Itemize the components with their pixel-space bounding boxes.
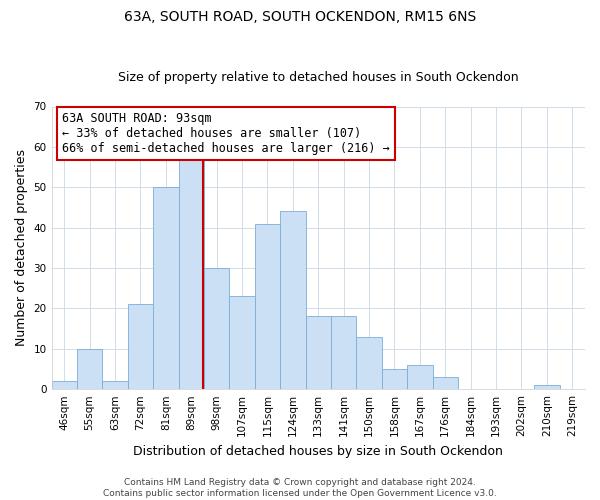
Text: 63A, SOUTH ROAD, SOUTH OCKENDON, RM15 6NS: 63A, SOUTH ROAD, SOUTH OCKENDON, RM15 6N… [124,10,476,24]
Bar [534,385,560,389]
Y-axis label: Number of detached properties: Number of detached properties [15,150,28,346]
Bar [407,365,433,389]
Bar [52,381,77,389]
Bar [433,377,458,389]
Bar [229,296,255,389]
Bar [103,381,128,389]
Bar [153,188,179,389]
Bar [356,336,382,389]
Bar [77,349,103,389]
Bar [305,316,331,389]
Bar [255,224,280,389]
Title: Size of property relative to detached houses in South Ockendon: Size of property relative to detached ho… [118,72,518,85]
Text: Contains HM Land Registry data © Crown copyright and database right 2024.
Contai: Contains HM Land Registry data © Crown c… [103,478,497,498]
Text: 63A SOUTH ROAD: 93sqm
← 33% of detached houses are smaller (107)
66% of semi-det: 63A SOUTH ROAD: 93sqm ← 33% of detached … [62,112,390,155]
Bar [128,304,153,389]
Bar [280,212,305,389]
Bar [179,155,204,389]
Bar [382,369,407,389]
X-axis label: Distribution of detached houses by size in South Ockendon: Distribution of detached houses by size … [133,444,503,458]
Bar [204,268,229,389]
Bar [331,316,356,389]
